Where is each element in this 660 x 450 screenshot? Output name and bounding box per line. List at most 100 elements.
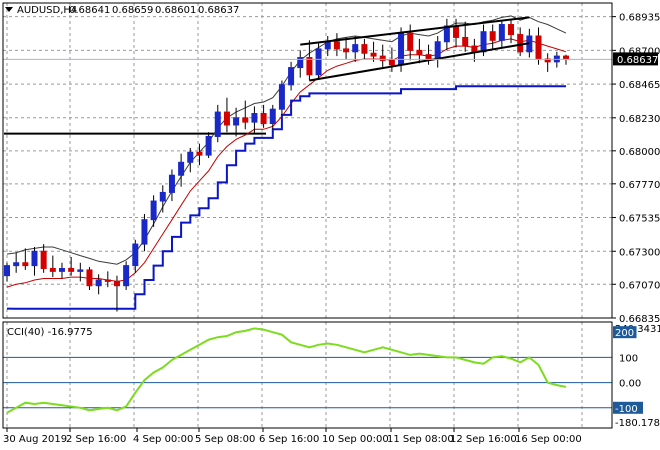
symbol-label: AUDUSD,H4 [17,5,77,16]
candle[interactable] [563,55,569,60]
time-tick-label: 16 Sep 00:00 [515,434,582,445]
candle[interactable] [498,24,505,41]
price-tick-label: 0.68465 [619,80,660,91]
candle[interactable] [168,174,175,193]
cci-level-label: 0.00 [619,379,641,390]
price-tick-label: 0.68230 [619,114,660,125]
cci-panel-border [2,321,613,429]
price-tick-label: 0.67070 [619,280,660,291]
candle[interactable] [214,111,221,137]
candle[interactable] [31,250,38,267]
triangle-down-icon[interactable] [5,7,13,12]
candle[interactable] [306,57,313,76]
candle[interactable] [68,267,75,272]
price-tick-label: 0.68000 [619,147,660,158]
candle[interactable] [489,31,496,41]
price-axis: 0.68935 0.68700 0.68465 0.68230 0.68000 0.677… [612,13,660,429]
time-tick-label: 10 Sep 00:00 [322,434,389,445]
price-tick-label: 0.67535 [619,214,660,225]
candle[interactable] [187,151,194,163]
candle[interactable] [223,111,230,126]
candle[interactable] [269,108,276,125]
candle[interactable] [95,279,102,287]
candle[interactable] [453,25,460,38]
candle[interactable] [260,113,267,125]
candle[interactable] [205,135,212,156]
time-tick-label: 4 Sep 00:00 [133,434,193,445]
candle[interactable] [535,35,542,60]
high-value: 0.68659 [112,5,153,16]
trend-line[interactable] [300,16,530,46]
candle[interactable] [278,84,285,110]
current-price-label: 0.68637 [617,55,658,66]
candle[interactable] [324,41,331,50]
time-tick-label: 6 Sep 16:00 [259,434,319,445]
candle[interactable] [352,44,359,53]
candle[interactable] [333,41,340,50]
candle[interactable] [297,57,304,69]
open-value: 0.68641 [69,5,110,16]
candle[interactable] [343,48,350,53]
candle[interactable] [425,54,432,60]
cci-level-label: 200 [615,328,634,339]
candle[interactable] [113,280,120,287]
price-tick-label: 0.67770 [619,180,660,191]
candle[interactable] [379,55,386,61]
candle[interactable] [315,48,322,76]
cci-line [6,327,567,414]
candle[interactable] [58,267,65,272]
time-tick-label: 30 Aug 2019 [3,434,67,445]
candle[interactable] [443,25,450,43]
candle[interactable] [4,265,10,277]
candle[interactable] [370,52,377,57]
candle[interactable] [22,262,29,267]
candle[interactable] [13,262,20,267]
candle[interactable] [159,191,166,202]
cci-indicator-plot[interactable] [6,327,567,414]
candle[interactable] [251,113,258,123]
candle[interactable] [407,32,414,51]
chart-frame [2,2,613,429]
candle[interactable] [196,151,203,156]
cci-max-label: 240.3431 [615,324,660,335]
candle[interactable] [150,200,157,221]
candle[interactable] [242,117,249,123]
candle[interactable] [416,49,423,56]
price-tick-label: 0.66835 [619,314,660,325]
candle[interactable] [398,32,405,66]
envelope-line [6,15,567,265]
candle[interactable] [462,36,469,47]
candle[interactable] [178,161,185,176]
candle[interactable] [77,269,84,272]
cci-min-label: -180.1786 [615,418,660,429]
time-tick-label: 11 Sep 08:00 [387,434,454,445]
candle[interactable] [361,44,368,54]
candle[interactable] [132,243,139,267]
price-tick-label: 0.68700 [619,46,660,57]
candle[interactable] [508,24,515,36]
candle[interactable] [123,265,130,287]
candlestick-plot[interactable] [3,15,612,312]
cci-level-badge [613,401,643,414]
candle[interactable] [141,219,148,245]
candle[interactable] [471,45,478,53]
cci-level-label: -100 [615,404,638,415]
time-tick-label: 2 Sep 16:00 [66,434,126,445]
candle[interactable] [288,67,295,86]
ema-line [6,38,567,288]
cci-level-badge [613,326,637,339]
candle[interactable] [480,31,487,53]
candle[interactable] [104,279,111,282]
cci-label: CCI(40) -16.9775 [7,327,93,338]
candle[interactable] [388,59,395,66]
candle[interactable] [40,250,47,269]
candle[interactable] [517,34,524,53]
candle[interactable] [434,41,441,60]
candle[interactable] [49,267,56,272]
candle[interactable] [86,269,93,287]
candle[interactable] [233,117,240,126]
cci-level-label: 100 [619,353,638,364]
trend-line[interactable] [309,42,530,82]
